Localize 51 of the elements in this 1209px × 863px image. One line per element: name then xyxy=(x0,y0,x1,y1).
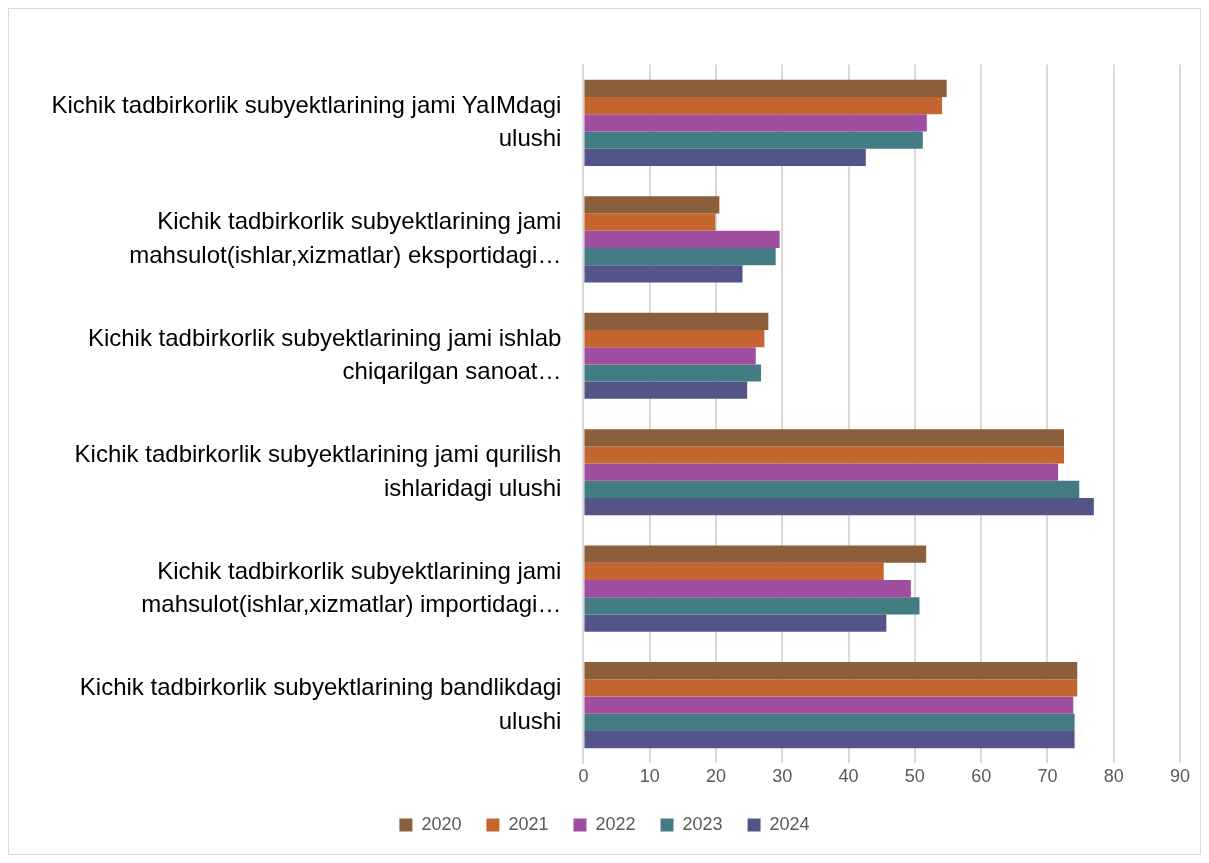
legend-label: 2024 xyxy=(769,813,810,834)
bar xyxy=(584,148,866,166)
bar xyxy=(584,114,927,132)
bar xyxy=(584,429,1064,447)
x-tick-label: 30 xyxy=(772,766,793,787)
bar xyxy=(584,498,1094,516)
bar xyxy=(584,731,1075,749)
bar xyxy=(584,446,1064,464)
bar xyxy=(584,247,776,266)
y-tick-label: Kichik tadbirkorlik subyektlarining jami qurilish ishlaridagi ulushi xyxy=(74,440,562,501)
bar xyxy=(584,562,884,581)
legend-label: 2021 xyxy=(508,813,549,834)
bar xyxy=(584,364,762,382)
bar xyxy=(584,463,1059,481)
bar xyxy=(584,79,947,97)
y-tick-label: Kichik tadbirkorlik subyektlarining jami ishlab chiqarilgan sanoat… xyxy=(87,323,562,385)
y-tick-label: Kichik tadbirkorlik subyektlarining jami mahsulot(ishlar,xizmatlar) importidagi… xyxy=(141,556,562,618)
bar xyxy=(584,480,1080,499)
bar xyxy=(584,230,780,248)
x-tick-label: 80 xyxy=(1103,766,1124,787)
bar xyxy=(584,329,765,348)
bar xyxy=(584,679,1078,697)
legend-label: 2020 xyxy=(421,813,462,834)
bar xyxy=(584,696,1074,714)
bar xyxy=(584,597,920,615)
y-tick-label: Kichik tadbirkorlik subyektlarining jami mahsulot(ishlar,xizmatlar) eksportidagi… xyxy=(129,207,562,268)
x-tick-label: 50 xyxy=(904,766,925,787)
bar xyxy=(584,713,1075,732)
bar xyxy=(584,347,756,365)
legend-label: 2022 xyxy=(595,813,636,834)
x-tick-label: 10 xyxy=(639,766,660,787)
x-tick-label: 60 xyxy=(971,766,992,787)
bar xyxy=(584,580,911,598)
legend-label: 2023 xyxy=(682,813,723,834)
bar xyxy=(584,545,927,563)
bar xyxy=(584,662,1078,680)
y-tick-label: Kichik tadbirkorlik subyektlarining jami YaIMdagi ulushi xyxy=(51,90,562,152)
x-tick-label: 0 xyxy=(578,766,589,787)
bar xyxy=(584,96,943,115)
bar xyxy=(584,265,743,283)
x-tick-label: 90 xyxy=(1169,766,1191,787)
bar xyxy=(584,312,769,330)
bar xyxy=(584,131,923,149)
bar xyxy=(584,196,720,214)
bar xyxy=(584,614,887,632)
bar xyxy=(584,381,748,399)
y-tick-label: Kichik tadbirkorlik subyektlarining bandlikdagi ulushi xyxy=(79,672,562,734)
bar xyxy=(584,213,716,231)
x-tick-label: 70 xyxy=(1037,766,1058,787)
x-tick-label: 20 xyxy=(705,766,727,787)
x-tick-label: 40 xyxy=(838,766,859,787)
